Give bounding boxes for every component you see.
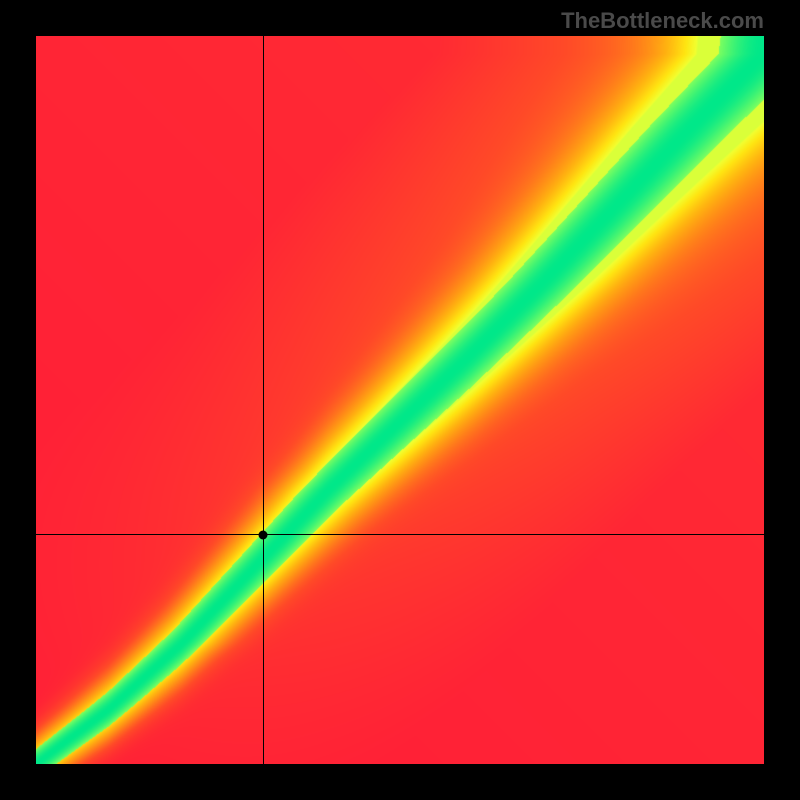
crosshair-vertical bbox=[263, 36, 264, 764]
chart-frame: TheBottleneck.com bbox=[0, 0, 800, 800]
heatmap-canvas bbox=[36, 36, 764, 764]
plot-area bbox=[36, 36, 764, 764]
crosshair-horizontal bbox=[36, 534, 764, 535]
crosshair-marker bbox=[259, 530, 268, 539]
attribution-text: TheBottleneck.com bbox=[561, 8, 764, 34]
